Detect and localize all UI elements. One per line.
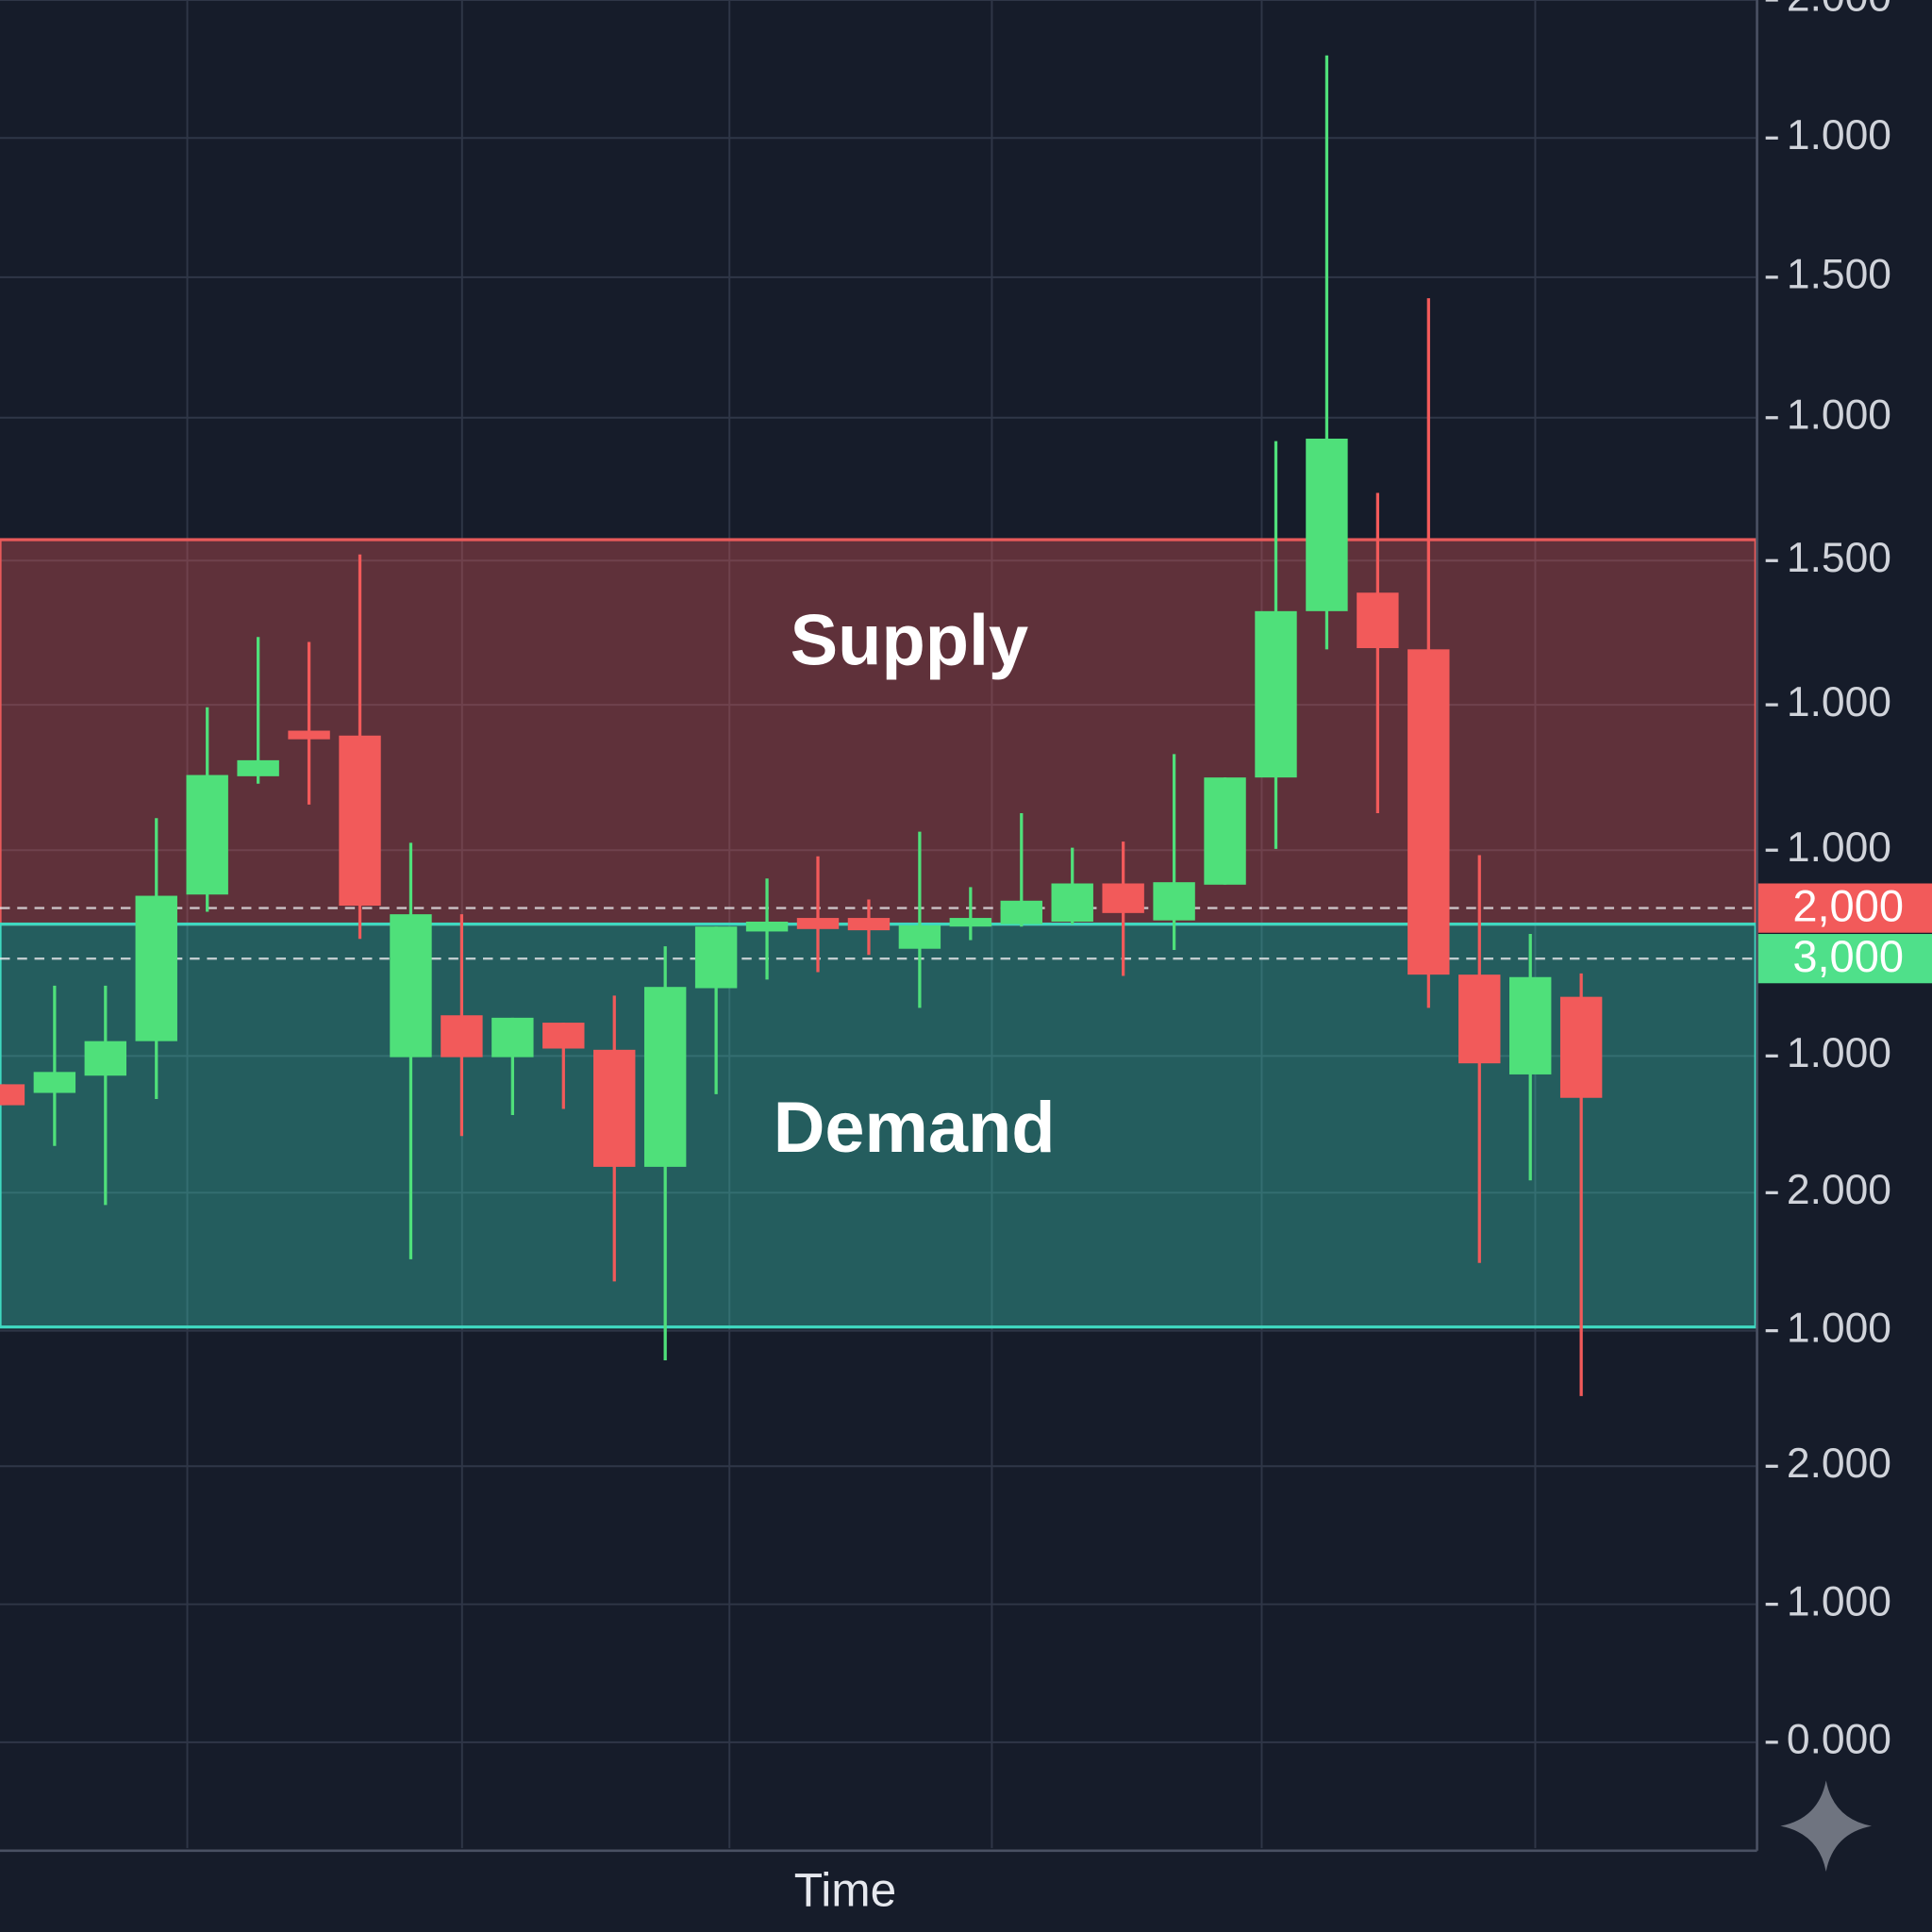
candle-body bbox=[1204, 777, 1246, 885]
candle-body bbox=[898, 924, 941, 949]
candle-body bbox=[949, 918, 992, 927]
y-tick-label: 2.000 bbox=[1787, 1441, 1891, 1487]
y-tick-label: 0.000 bbox=[1787, 1717, 1891, 1763]
sparkle-icon bbox=[1780, 1780, 1872, 1872]
candle-body bbox=[796, 918, 840, 929]
candle-body bbox=[1357, 592, 1399, 649]
zones: Supply Demand bbox=[0, 538, 1757, 1329]
candle-body bbox=[33, 1072, 76, 1093]
candle-body bbox=[1153, 882, 1195, 921]
candle-body bbox=[491, 1017, 534, 1058]
zone-label: Supply bbox=[791, 600, 1029, 680]
candle-body bbox=[186, 774, 228, 895]
candle-body bbox=[441, 1015, 483, 1058]
candle-body bbox=[0, 1084, 25, 1106]
candle-body bbox=[390, 914, 432, 1058]
candle-body bbox=[135, 895, 177, 1041]
candle-body bbox=[1102, 883, 1144, 913]
y-tick-label: 1.000 bbox=[1787, 1030, 1891, 1076]
candle-body bbox=[288, 730, 330, 740]
y-tick-label: 1.000 bbox=[1787, 679, 1891, 725]
y-tick-label: 1.000 bbox=[1787, 824, 1891, 871]
y-tick-label: 1.000 bbox=[1787, 392, 1891, 439]
candle-body bbox=[694, 926, 738, 989]
price-tag-label: 2,000 bbox=[1792, 880, 1904, 930]
candle-body bbox=[1509, 976, 1552, 1074]
candle-body bbox=[542, 1023, 585, 1049]
candle-body bbox=[1458, 974, 1501, 1064]
candle-body bbox=[745, 921, 789, 932]
candle-body bbox=[84, 1041, 127, 1076]
y-tick-label: 1.000 bbox=[1787, 112, 1891, 158]
candle-body bbox=[1306, 438, 1348, 611]
candle-body bbox=[643, 987, 687, 1167]
candles bbox=[0, 55, 1603, 1396]
y-tick-label: 1.500 bbox=[1787, 535, 1891, 581]
y-tick-label: 1.500 bbox=[1787, 252, 1891, 298]
y-tick-label: 2.000 bbox=[1787, 1167, 1891, 1213]
y-tick-label: 1.000 bbox=[1787, 1578, 1891, 1624]
grid bbox=[0, 0, 1757, 1743]
price-tag bbox=[1757, 883, 1932, 933]
y-tick-label: 2.000 bbox=[1787, 0, 1891, 21]
candle-body bbox=[339, 735, 381, 906]
candle-body bbox=[1559, 996, 1603, 1098]
price-tag bbox=[1757, 934, 1932, 984]
candle-body bbox=[1051, 883, 1093, 922]
candle-body bbox=[847, 918, 891, 931]
y-tick-label: 1.000 bbox=[1787, 1305, 1891, 1351]
y-axis: 2.000 1.000 1.500 1.000 1.500 1.000 1.000 1.000… bbox=[1757, 0, 1932, 1763]
x-axis-title: Time bbox=[794, 1864, 896, 1917]
candle-body bbox=[1407, 649, 1450, 975]
price-tag-label: 3,000 bbox=[1792, 931, 1904, 981]
candle-body bbox=[1255, 610, 1297, 778]
candle-body bbox=[237, 759, 279, 776]
candle-body bbox=[593, 1049, 636, 1167]
candle-body bbox=[1000, 900, 1042, 924]
zone-label: Demand bbox=[774, 1088, 1056, 1168]
zone bbox=[0, 538, 1757, 926]
